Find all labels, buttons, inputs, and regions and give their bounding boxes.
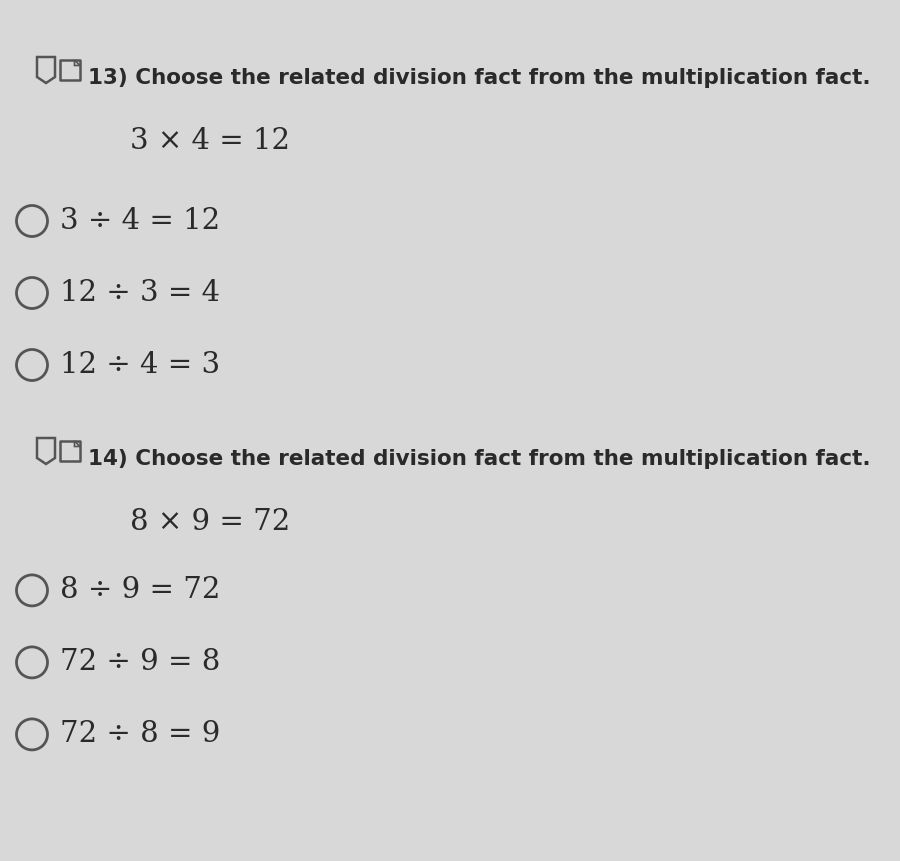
Text: 8 × 9 = 72: 8 × 9 = 72: [130, 508, 290, 536]
Bar: [60, 60, 80, 80]
Text: 13) Choose the related division fact from the multiplication fact.: 13) Choose the related division fact fro…: [88, 68, 870, 88]
Polygon shape: [75, 60, 80, 65]
Text: 72 ÷ 8 = 9: 72 ÷ 8 = 9: [60, 721, 220, 748]
Text: 12 ÷ 3 = 4: 12 ÷ 3 = 4: [60, 279, 220, 307]
Text: 14) Choose the related division fact from the multiplication fact.: 14) Choose the related division fact fro…: [88, 449, 870, 469]
Polygon shape: [75, 441, 80, 447]
Text: 3 × 4 = 12: 3 × 4 = 12: [130, 127, 290, 155]
Text: 12 ÷ 4 = 3: 12 ÷ 4 = 3: [60, 351, 220, 379]
Text: 72 ÷ 9 = 8: 72 ÷ 9 = 8: [60, 648, 220, 677]
Text: 8 ÷ 9 = 72: 8 ÷ 9 = 72: [60, 576, 220, 604]
Text: 3 ÷ 4 = 12: 3 ÷ 4 = 12: [60, 207, 220, 235]
Bar: [60, 441, 80, 461]
